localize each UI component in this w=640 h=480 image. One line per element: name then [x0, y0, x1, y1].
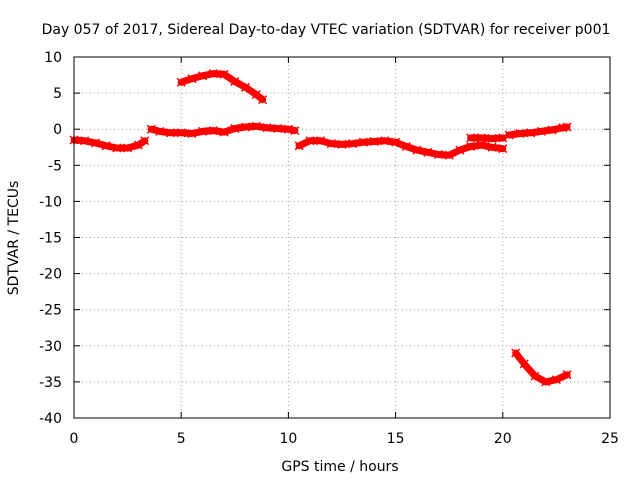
data-point: [290, 126, 300, 136]
data-point: [262, 123, 272, 133]
data-point: [294, 141, 304, 151]
data-point: [305, 136, 315, 146]
data-point: [562, 370, 572, 380]
y-tick-label: -15: [39, 231, 62, 247]
series-band-segment-1: [70, 136, 149, 152]
data-point: [380, 136, 390, 146]
data-point: [526, 128, 536, 138]
data-point: [240, 122, 251, 132]
data-point: [511, 348, 521, 358]
data-point: [187, 129, 197, 139]
x-tick-label: 25: [601, 431, 619, 447]
data-point: [423, 147, 433, 157]
data-point: [198, 126, 208, 136]
data-point: [541, 377, 551, 387]
y-axis-label: SDTVAR / TECUs: [6, 181, 22, 296]
data-point: [519, 359, 529, 369]
data-point: [146, 124, 156, 134]
data-point: [530, 371, 540, 381]
data-point: [551, 375, 561, 385]
data-point: [504, 130, 514, 140]
data-point: [515, 129, 525, 139]
data-point: [187, 74, 197, 84]
data-point: [155, 126, 165, 136]
grid: [74, 57, 610, 418]
data-point: [369, 136, 379, 147]
data-point: [140, 136, 150, 146]
y-tick-label: 10: [44, 50, 62, 66]
data-point: [273, 123, 283, 134]
data-point: [476, 133, 486, 143]
data-point: [401, 141, 411, 152]
data-point: [133, 140, 143, 150]
data-series: [69, 69, 572, 387]
data-point: [198, 71, 208, 81]
data-point: [316, 136, 326, 146]
data-point: [326, 139, 336, 149]
data-point: [547, 125, 557, 135]
y-tick-label: -5: [48, 158, 62, 174]
data-point: [337, 139, 347, 149]
series-band-segment-5: [467, 134, 507, 143]
y-tick-label: -25: [39, 303, 62, 319]
data-point: [219, 69, 229, 79]
y-tick-label: 0: [53, 122, 62, 138]
data-point: [444, 150, 454, 160]
data-point: [498, 144, 508, 154]
data-point: [455, 145, 465, 155]
data-point: [80, 136, 90, 146]
chart-title: Day 057 of 2017, Sidereal Day-to-day VTE…: [42, 22, 611, 38]
data-point: [358, 137, 368, 147]
y-tick-label: -30: [39, 339, 62, 355]
data-point: [101, 141, 111, 151]
data-point: [412, 145, 422, 155]
data-point: [466, 133, 476, 143]
data-point: [348, 139, 358, 149]
series-band-segment-4: [295, 137, 507, 159]
data-point: [230, 77, 240, 87]
data-point: [258, 95, 268, 105]
data-point: [536, 126, 546, 136]
data-point: [476, 140, 486, 150]
y-tick-label: -40: [39, 411, 62, 427]
data-point: [487, 134, 497, 144]
data-point: [240, 82, 251, 92]
data-point: [433, 149, 444, 160]
data-point: [219, 127, 229, 137]
x-tick-label: 20: [494, 431, 512, 447]
x-axis-label: GPS time / hours: [281, 459, 398, 475]
data-point: [466, 141, 476, 152]
data-point: [208, 126, 218, 136]
x-tick-label: 15: [387, 431, 405, 447]
data-point: [487, 142, 497, 152]
axis-ticks: 0 5 10 15 20 25 10 5 0 -5 -10 -15 -20 -25 -30 -35 -40: [39, 50, 619, 447]
y-tick-label: -10: [39, 194, 62, 210]
data-point: [498, 133, 508, 143]
data-point: [112, 143, 122, 153]
y-tick-label: 5: [53, 86, 62, 102]
data-point: [90, 138, 100, 148]
data-point: [176, 77, 186, 87]
y-tick-label: -20: [39, 267, 62, 283]
data-point: [251, 121, 261, 131]
data-point: [208, 69, 218, 79]
x-tick-label: 5: [177, 431, 186, 447]
x-tick-label: 0: [70, 431, 79, 447]
data-point: [123, 143, 133, 153]
data-point: [562, 122, 572, 132]
y-tick-label: -35: [39, 375, 62, 391]
data-point: [251, 90, 261, 100]
data-point: [176, 128, 186, 138]
data-point: [230, 123, 240, 134]
data-point: [165, 128, 176, 138]
data-point: [391, 137, 401, 147]
x-tick-label: 10: [279, 431, 297, 447]
